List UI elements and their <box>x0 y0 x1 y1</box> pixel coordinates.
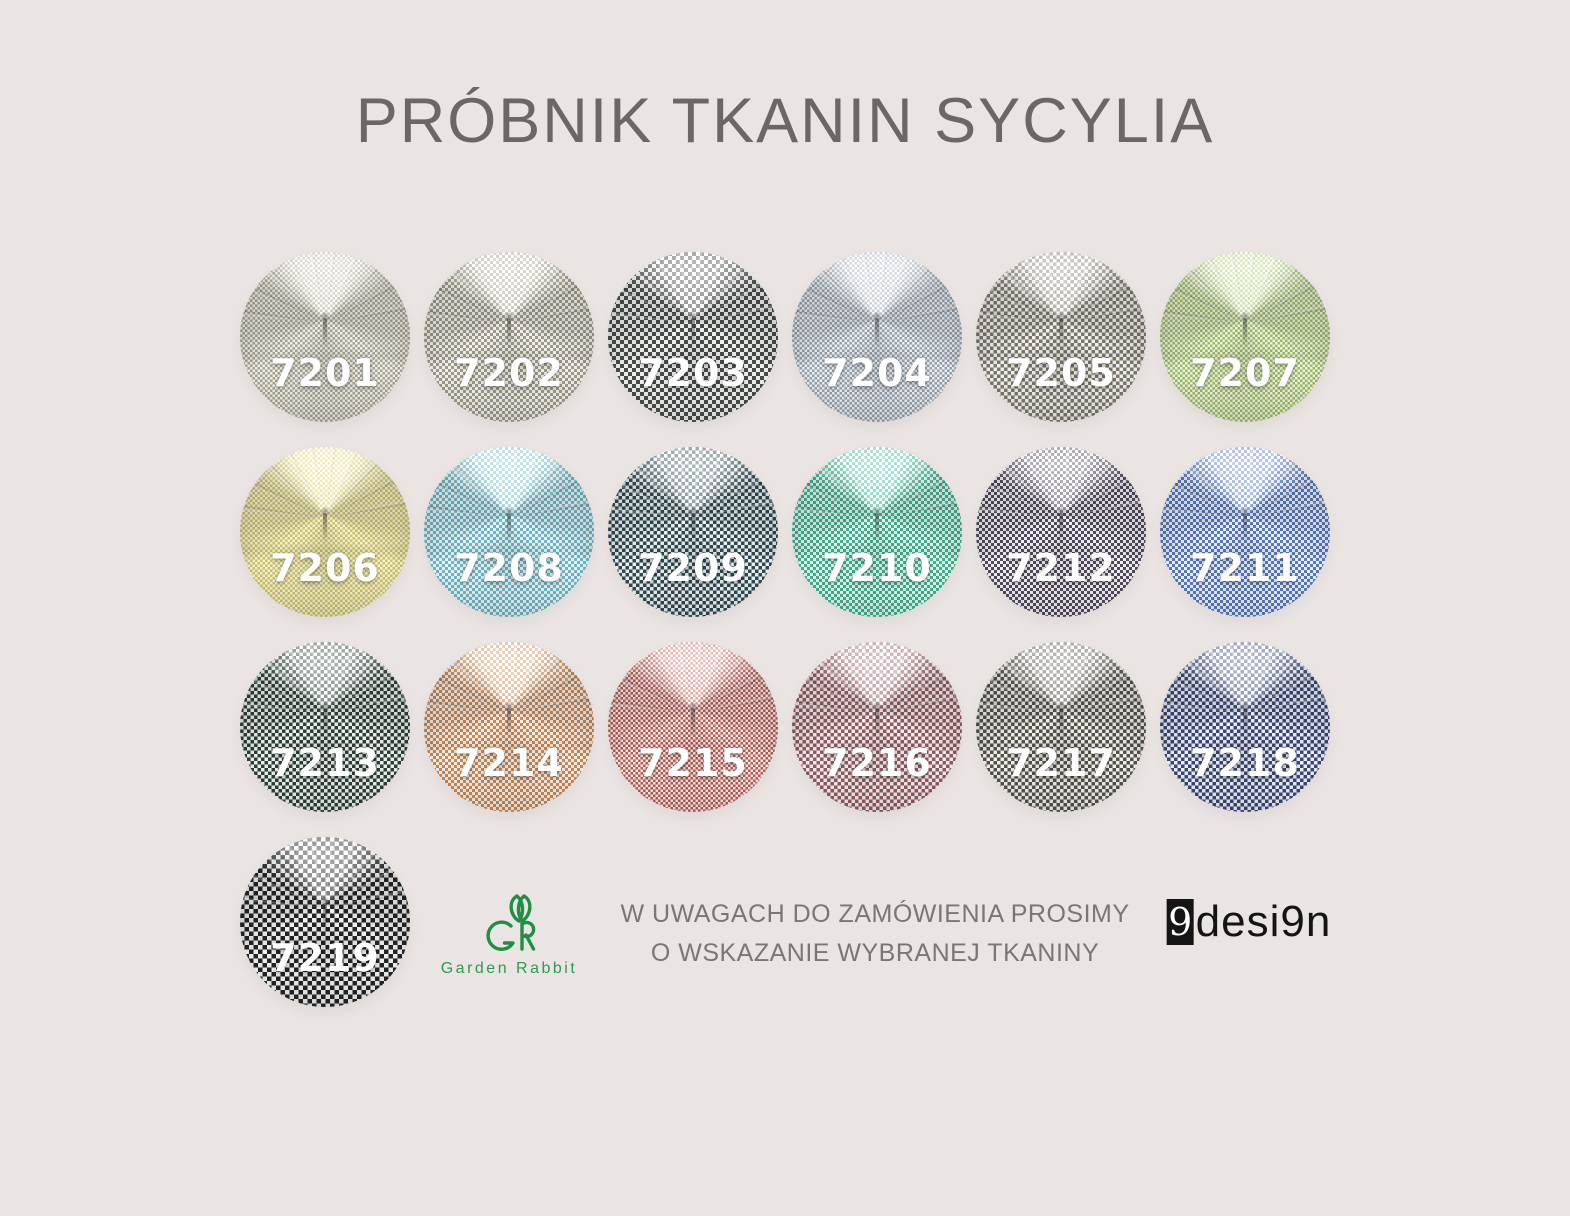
fabric-pleats <box>608 641 778 713</box>
fabric-swatch-7217: 7217 <box>976 641 1146 812</box>
fabric-pleats <box>424 251 594 323</box>
fabric-pinch <box>688 310 698 348</box>
fabric-pleats <box>424 641 594 713</box>
swatch-code: 7206 <box>270 545 380 590</box>
fabric-pleats <box>240 641 410 713</box>
fabric-swatch-7203: 7203 <box>608 251 778 422</box>
swatch-grid: 7201 7202 7203 7204 7205 7207 7206 7208 7209 7210… <box>233 251 1337 812</box>
swatch-code: 7218 <box>1190 740 1300 785</box>
fabric-pinch <box>872 310 882 348</box>
fabric-pleats <box>424 446 594 518</box>
swatch-code: 7204 <box>822 350 932 395</box>
footer: 7219 Garden Rabbit W UWAGACH DO ZAMÓWIEN… <box>233 836 1337 1037</box>
fabric-swatch-7202: 7202 <box>424 251 594 422</box>
fabric-swatch-7218: 7218 <box>1160 641 1330 812</box>
order-note-line1: W UWAGACH DO ZAMÓWIENIA PROSIMY <box>620 899 1130 928</box>
swatch-code: 7217 <box>1006 740 1116 785</box>
fabric-swatch-7207: 7207 <box>1160 251 1330 422</box>
swatch-code: 7216 <box>822 740 932 785</box>
fabric-pleats <box>976 251 1146 323</box>
fabric-pleats <box>792 446 962 518</box>
fabric-pinch <box>872 700 882 738</box>
swatch-code: 7207 <box>1190 350 1300 395</box>
fabric-pleats <box>608 251 778 323</box>
swatch-code: 7211 <box>1190 545 1300 590</box>
fabric-pinch <box>1240 310 1250 348</box>
ninedesign-9-box: 9 <box>1166 898 1194 945</box>
fabric-pinch <box>688 505 698 543</box>
fabric-sampler-poster: PRÓBNIK TKANIN SYCYLIA 7201 7202 7203 7204 7… <box>0 86 1570 1037</box>
fabric-pleats <box>976 446 1146 518</box>
fabric-pinch <box>320 505 330 543</box>
fabric-pleats <box>1160 251 1330 323</box>
swatch-code: 7215 <box>638 740 748 785</box>
garden-rabbit-caption: Garden Rabbit <box>440 959 578 977</box>
swatch-code: 7202 <box>454 350 564 395</box>
fabric-pinch <box>1056 505 1066 543</box>
swatch-code: 7214 <box>454 740 564 785</box>
fabric-swatch-7219: 7219 <box>240 836 410 1007</box>
garden-rabbit-logo: Garden Rabbit <box>419 889 599 978</box>
swatch-code: 7213 <box>270 740 380 785</box>
garden-rabbit-monogram-icon <box>486 893 536 951</box>
fabric-pinch <box>872 505 882 543</box>
fabric-pleats <box>792 641 962 713</box>
fabric-swatch-7213: 7213 <box>240 641 410 812</box>
fabric-pinch <box>1056 700 1066 738</box>
fabric-pinch <box>320 700 330 738</box>
fabric-pleats <box>1160 446 1330 518</box>
fabric-pinch <box>320 895 330 933</box>
swatch-code: 7205 <box>1006 350 1116 395</box>
fabric-pinch <box>504 700 514 738</box>
ninedesign-wordmark: desi9n <box>1195 896 1332 946</box>
ninedesign-logo: 9 desi9n <box>1166 896 1332 946</box>
order-note: W UWAGACH DO ZAMÓWIENIA PROSIMY O WSKAZA… <box>620 895 1129 973</box>
swatch-code: 7212 <box>1006 545 1116 590</box>
fabric-pinch <box>1056 310 1066 348</box>
fabric-pleats <box>976 641 1146 713</box>
fabric-swatch-7209: 7209 <box>608 446 778 617</box>
fabric-pinch <box>1240 700 1250 738</box>
fabric-pleats <box>608 446 778 518</box>
fabric-swatch-7206: 7206 <box>240 446 410 617</box>
fabric-pleats <box>792 251 962 323</box>
swatch-code: 7219 <box>270 935 380 980</box>
fabric-pleats <box>240 836 410 908</box>
fabric-pleats <box>240 251 410 323</box>
fabric-swatch-7215: 7215 <box>608 641 778 812</box>
fabric-swatch-7214: 7214 <box>424 641 594 812</box>
swatch-code: 7210 <box>822 545 932 590</box>
fabric-pleats <box>240 446 410 518</box>
fabric-pleats <box>1160 641 1330 713</box>
fabric-swatch-7210: 7210 <box>792 446 962 617</box>
order-note-line2: O WSKAZANIE WYBRANEJ TKANINY <box>650 938 1100 967</box>
fabric-pinch <box>504 505 514 543</box>
last-swatch-slot: 7219 <box>240 836 410 1007</box>
swatch-code: 7208 <box>454 545 564 590</box>
fabric-swatch-7205: 7205 <box>976 251 1146 422</box>
fabric-pinch <box>320 310 330 348</box>
swatch-code: 7203 <box>638 350 748 395</box>
swatch-code: 7209 <box>638 545 748 590</box>
fabric-pinch <box>504 310 514 348</box>
fabric-swatch-7212: 7212 <box>976 446 1146 617</box>
fabric-swatch-7208: 7208 <box>424 446 594 617</box>
fabric-swatch-7216: 7216 <box>792 641 962 812</box>
fabric-pinch <box>1240 505 1250 543</box>
fabric-swatch-7201: 7201 <box>240 251 410 422</box>
page-title: PRÓBNIK TKANIN SYCYLIA <box>355 86 1215 156</box>
fabric-swatch-7204: 7204 <box>792 251 962 422</box>
fabric-swatch-7211: 7211 <box>1160 446 1330 617</box>
swatch-code: 7201 <box>270 350 380 395</box>
fabric-pinch <box>688 700 698 738</box>
